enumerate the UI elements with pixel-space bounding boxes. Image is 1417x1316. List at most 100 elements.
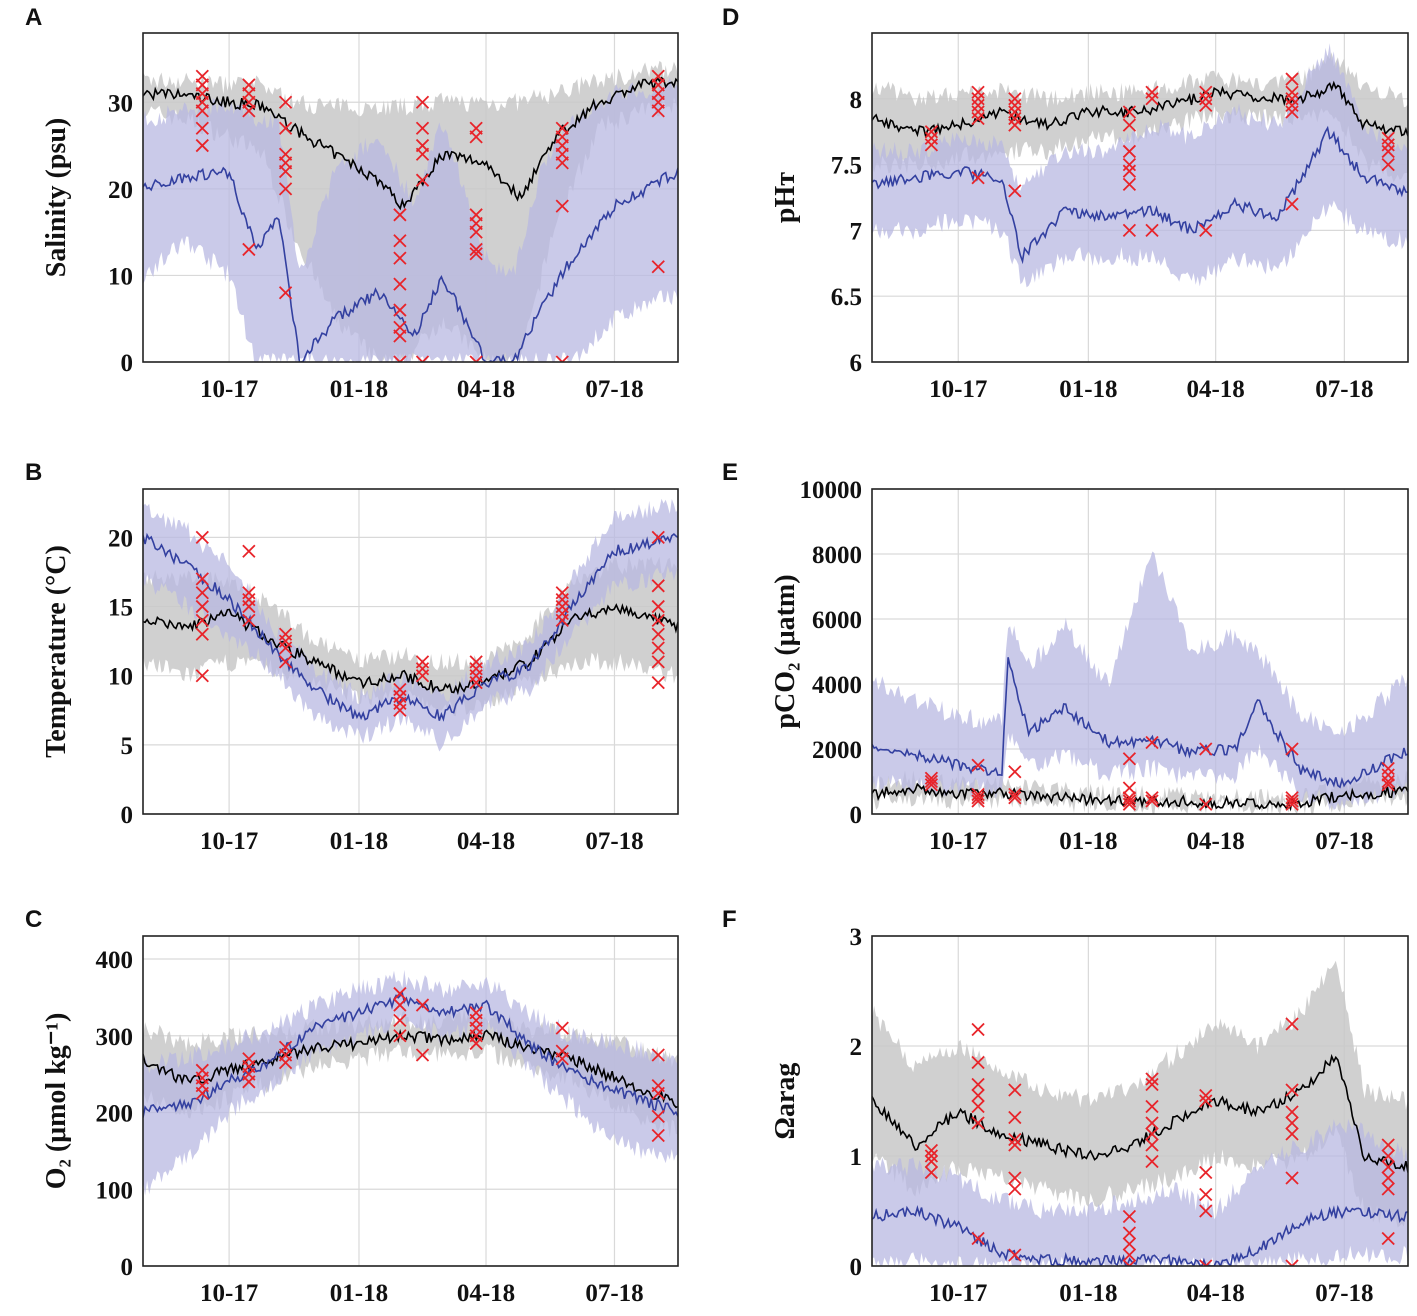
sample-marker xyxy=(195,669,209,683)
sample-marker xyxy=(393,277,407,291)
sample-marker xyxy=(393,251,407,265)
sample-marker xyxy=(555,355,569,362)
sample-marker xyxy=(195,138,209,153)
sample-marker xyxy=(1008,1110,1022,1125)
panel-letter: C xyxy=(25,906,42,933)
sample-marker xyxy=(971,758,985,772)
panel-F: 0 1 2 3 10-17 01-18 04-18 07-18 F Ωarag xyxy=(722,906,1409,1307)
plot-area xyxy=(872,43,1408,288)
sample-marker xyxy=(651,1128,665,1143)
axes-frame xyxy=(142,488,679,815)
x-tick-label: 10-17 xyxy=(929,828,987,855)
sample-marker xyxy=(924,778,939,792)
sample-marker xyxy=(971,1099,985,1114)
sample-marker xyxy=(1122,105,1137,119)
x-tick-label: 01-18 xyxy=(330,828,388,855)
sample-marker xyxy=(1199,1259,1213,1266)
sample-marker xyxy=(1145,735,1159,750)
x-tick-label: 04-18 xyxy=(457,1280,515,1307)
sample-marker xyxy=(651,627,665,641)
y-tick-label: 2 xyxy=(850,1034,863,1061)
sample-marker xyxy=(1381,144,1395,159)
sample-marker xyxy=(469,355,483,362)
sample-marker xyxy=(1122,164,1137,178)
sample-marker xyxy=(393,355,407,362)
sample-marker xyxy=(1145,1154,1159,1169)
sample-marker xyxy=(195,69,209,83)
x-tick-label: 04-18 xyxy=(457,828,515,855)
sample-marker xyxy=(971,1022,985,1037)
x-tick-label: 07-18 xyxy=(585,376,643,403)
sample-marker xyxy=(1381,761,1395,776)
x-tick-label: 10-17 xyxy=(200,376,258,403)
sample-marker xyxy=(1122,118,1137,132)
sample-marker xyxy=(1008,1132,1022,1147)
sample-marker xyxy=(393,1013,407,1028)
sample-marker xyxy=(651,655,665,669)
y-tick-label: 4000 xyxy=(812,672,862,699)
x-tick-label: 07-18 xyxy=(585,1280,643,1307)
plot-area xyxy=(872,551,1408,814)
sample-marker xyxy=(971,1055,985,1070)
sample-marker xyxy=(555,199,569,213)
sample-marker xyxy=(1381,1149,1395,1163)
sample-marker xyxy=(924,138,939,152)
x-tick-label: 01-18 xyxy=(330,376,388,403)
sample-marker xyxy=(1145,794,1159,808)
sample-marker xyxy=(651,599,665,614)
discrete-samples xyxy=(924,735,1395,811)
sample-marker xyxy=(278,182,293,196)
sample-marker xyxy=(651,1079,665,1093)
y-tick-label: 400 xyxy=(96,947,134,974)
sample-marker xyxy=(1122,144,1137,159)
sample-marker xyxy=(1285,791,1299,805)
sample-marker xyxy=(1199,85,1213,99)
sample-marker xyxy=(469,121,483,135)
series-line-blue xyxy=(143,991,678,1118)
sample-marker xyxy=(1008,1138,1022,1152)
sample-marker xyxy=(415,95,430,109)
sample-marker xyxy=(971,85,985,99)
sample-marker xyxy=(555,1044,569,1058)
sample-marker xyxy=(278,1040,293,1054)
sample-marker xyxy=(1122,752,1137,766)
sample-marker xyxy=(651,613,665,628)
sample-marker xyxy=(278,286,293,300)
sample-marker xyxy=(242,1052,256,1066)
x-tick-label: 01-18 xyxy=(330,1280,388,1307)
sample-marker xyxy=(1285,85,1299,99)
panel-B: 0 5 10 15 20 10-17 01-18 04-18 07-18 B Temperature… xyxy=(25,459,679,855)
sample-marker xyxy=(971,105,985,119)
sample-marker xyxy=(651,579,665,593)
sample-marker xyxy=(651,260,665,274)
sample-marker xyxy=(1285,1017,1299,1031)
sample-marker xyxy=(1285,72,1299,86)
band-black xyxy=(872,960,1408,1228)
series-line-blue xyxy=(143,532,678,722)
sample-marker xyxy=(469,242,483,257)
sample-marker xyxy=(1122,781,1137,795)
sample-marker xyxy=(971,1116,985,1130)
axes-frame xyxy=(871,32,1409,363)
band-blue xyxy=(143,969,678,1196)
y-axis-label: Temperature (°C) xyxy=(41,545,72,758)
sample-marker xyxy=(1008,1182,1022,1196)
y-tick-label: 3 xyxy=(850,924,863,951)
sample-marker xyxy=(393,682,407,697)
sample-marker xyxy=(971,111,985,126)
y-axis-label: Ωarag xyxy=(770,1063,801,1140)
sample-marker xyxy=(393,998,407,1012)
sample-marker xyxy=(971,171,985,185)
y-tick-label: 300 xyxy=(96,1024,134,1051)
y-tick-label: 0 xyxy=(121,1254,134,1281)
sample-marker xyxy=(1381,774,1395,789)
panel-E: 0 2000 4000 6000 8000 10000 10-17 01-18 04-18 07-… xyxy=(722,459,1409,855)
sample-marker xyxy=(242,586,256,600)
sample-marker xyxy=(415,355,430,362)
sample-marker xyxy=(415,998,430,1012)
sample-marker xyxy=(1008,787,1022,802)
sample-marker xyxy=(469,655,483,669)
sample-marker xyxy=(1199,1094,1213,1108)
y-tick-label: 7 xyxy=(850,218,863,245)
y-tick-label: 20 xyxy=(108,177,133,204)
